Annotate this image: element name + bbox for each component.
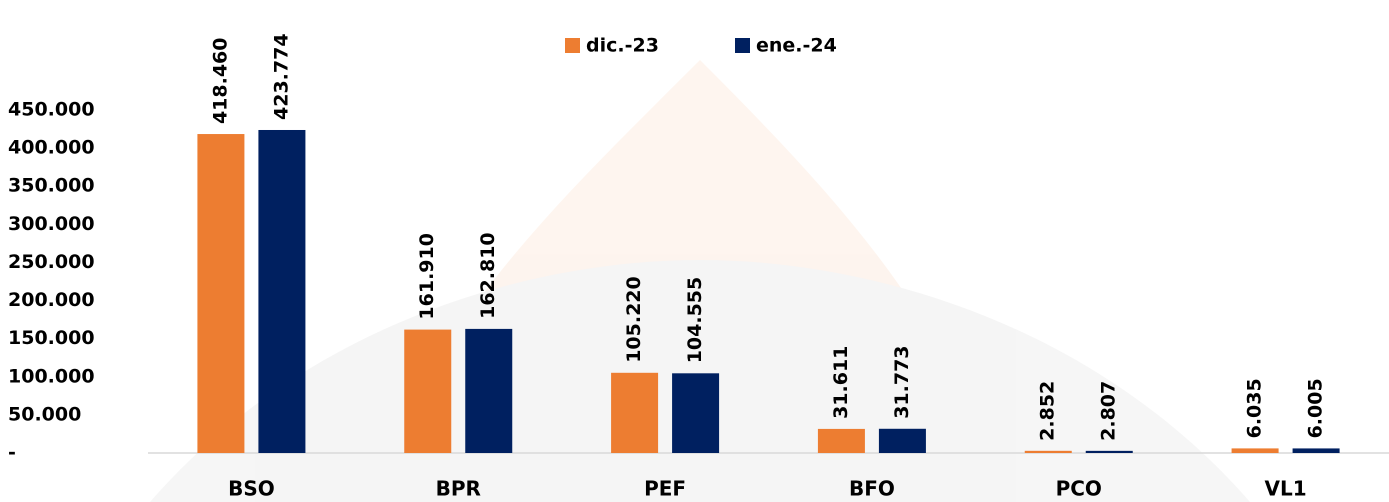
data-label: 104.555 bbox=[684, 277, 706, 364]
data-label: 418.460 bbox=[209, 37, 231, 124]
bar bbox=[817, 428, 865, 453]
data-label: 31.611 bbox=[830, 346, 852, 419]
x-tick-label: PEF bbox=[644, 477, 686, 501]
y-tick-label: 50.000 bbox=[8, 403, 81, 425]
data-label: 161.910 bbox=[416, 233, 438, 320]
bar bbox=[258, 129, 306, 453]
data-label: 6.035 bbox=[1244, 378, 1266, 438]
y-tick-label: 450.000 bbox=[8, 99, 95, 121]
y-tick-label: 400.000 bbox=[8, 137, 95, 159]
y-tick-label: 250.000 bbox=[8, 251, 95, 273]
x-tick-label: VL1 bbox=[1265, 477, 1307, 501]
bar bbox=[197, 134, 245, 454]
x-tick-label: BSO bbox=[228, 477, 275, 501]
data-label: 2.807 bbox=[1098, 381, 1120, 441]
bar bbox=[878, 428, 926, 453]
data-label: 105.220 bbox=[623, 276, 645, 363]
data-label: 2.852 bbox=[1037, 381, 1059, 441]
y-tick-label: 100.000 bbox=[8, 365, 95, 387]
bar bbox=[1231, 448, 1279, 453]
bar bbox=[465, 328, 513, 453]
x-tick-label: BPR bbox=[436, 477, 481, 501]
data-label: 423.774 bbox=[270, 33, 292, 120]
data-label: 162.810 bbox=[477, 232, 499, 319]
legend-swatch bbox=[565, 38, 580, 53]
y-tick-label: 200.000 bbox=[8, 289, 95, 311]
bar bbox=[404, 329, 452, 453]
data-label: 6.005 bbox=[1305, 378, 1327, 438]
y-tick-label: 300.000 bbox=[8, 213, 95, 235]
x-tick-label: BFO bbox=[849, 477, 895, 501]
y-tick-label: - bbox=[8, 442, 16, 464]
legend-swatch bbox=[735, 38, 750, 53]
x-tick-label: PCO bbox=[1056, 477, 1102, 501]
data-label: 31.773 bbox=[891, 345, 913, 418]
bar bbox=[1085, 450, 1133, 453]
legend-label: dic.-23 bbox=[586, 35, 659, 57]
bar bbox=[1024, 450, 1072, 453]
legend-label: ene.-24 bbox=[756, 35, 837, 57]
y-tick-label: 150.000 bbox=[8, 327, 95, 349]
bar bbox=[672, 373, 720, 453]
bar bbox=[611, 372, 659, 453]
bar bbox=[1292, 448, 1340, 453]
y-tick-label: 350.000 bbox=[8, 175, 95, 197]
